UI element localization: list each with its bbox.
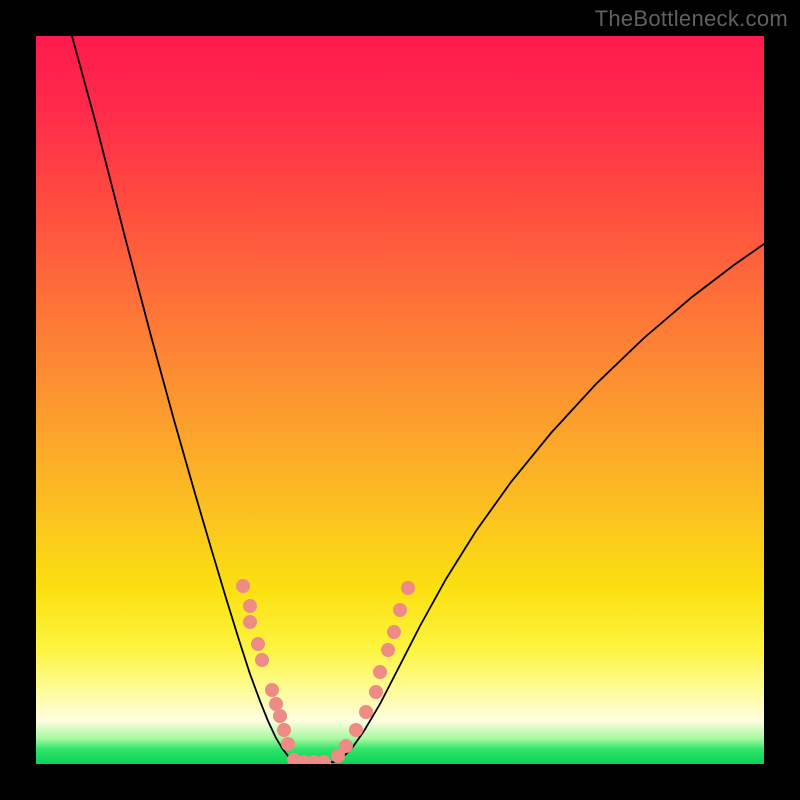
- data-marker: [281, 737, 295, 751]
- data-marker: [387, 625, 401, 639]
- data-marker: [277, 723, 291, 737]
- data-marker: [359, 705, 373, 719]
- data-marker: [401, 581, 415, 595]
- chart-svg: [36, 36, 764, 764]
- chart-plot-area: [36, 36, 764, 764]
- data-marker: [243, 615, 257, 629]
- data-marker: [265, 683, 279, 697]
- data-marker: [243, 599, 257, 613]
- data-marker: [273, 709, 287, 723]
- data-marker: [369, 685, 383, 699]
- watermark-text: TheBottleneck.com: [595, 6, 788, 32]
- data-marker: [339, 739, 353, 753]
- data-marker: [317, 755, 331, 764]
- data-marker: [236, 579, 250, 593]
- data-marker: [381, 643, 395, 657]
- data-marker: [251, 637, 265, 651]
- marker-group: [236, 579, 415, 764]
- data-marker: [393, 603, 407, 617]
- bottleneck-curve: [72, 36, 764, 762]
- data-marker: [255, 653, 269, 667]
- data-marker: [373, 665, 387, 679]
- data-marker: [349, 723, 363, 737]
- data-marker: [269, 697, 283, 711]
